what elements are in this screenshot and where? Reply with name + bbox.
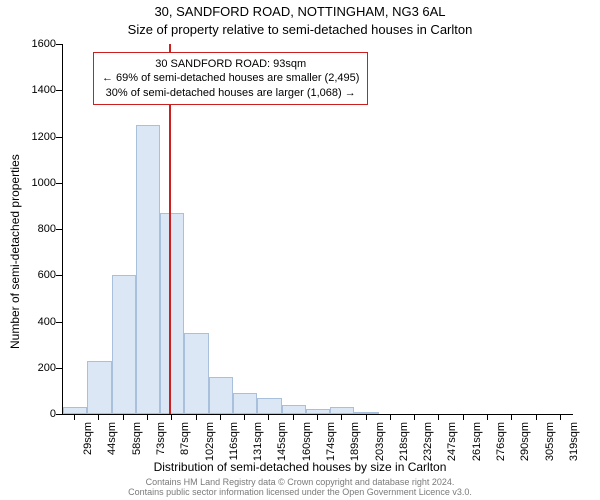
plot-area: 30 SANDFORD ROAD: 93sqm← 69% of semi-det… bbox=[62, 44, 573, 415]
x-tick-label: 102sqm bbox=[204, 422, 216, 461]
y-tick-label: 400 bbox=[38, 316, 56, 328]
y-tick bbox=[56, 44, 62, 45]
x-tick bbox=[196, 414, 197, 420]
x-tick-label: 189sqm bbox=[349, 422, 361, 461]
annotation-line: 30 SANDFORD ROAD: 93sqm bbox=[102, 57, 359, 71]
y-tick-label: 600 bbox=[38, 269, 56, 281]
histogram-bar bbox=[87, 361, 111, 414]
y-axis-title-text: Number of semi-detached properties bbox=[8, 154, 22, 349]
x-tick bbox=[438, 414, 439, 420]
y-tick bbox=[56, 368, 62, 369]
footer-line-2: Contains public sector information licen… bbox=[0, 488, 600, 498]
x-tick bbox=[341, 414, 342, 420]
x-tick bbox=[171, 414, 172, 420]
y-tick-label: 200 bbox=[38, 362, 56, 374]
histogram-bar bbox=[209, 377, 233, 414]
histogram-bar bbox=[63, 407, 87, 414]
chart-subtitle: Size of property relative to semi-detach… bbox=[0, 22, 600, 37]
x-tick bbox=[366, 414, 367, 420]
x-tick-label: 290sqm bbox=[519, 422, 531, 461]
x-tick bbox=[511, 414, 512, 420]
x-tick-label: 160sqm bbox=[301, 422, 313, 461]
x-tick bbox=[147, 414, 148, 420]
x-tick bbox=[390, 414, 391, 420]
histogram-bar bbox=[233, 393, 257, 414]
y-tick-label: 1400 bbox=[32, 84, 56, 96]
x-tick bbox=[98, 414, 99, 420]
x-tick bbox=[244, 414, 245, 420]
x-tick bbox=[317, 414, 318, 420]
histogram-bar bbox=[354, 412, 378, 414]
x-tick bbox=[220, 414, 221, 420]
x-tick-label: 131sqm bbox=[252, 422, 264, 461]
y-tick-label: 1600 bbox=[32, 38, 56, 50]
x-tick-label: 145sqm bbox=[276, 422, 288, 461]
histogram-bar bbox=[136, 125, 160, 414]
x-tick-label: 232sqm bbox=[422, 422, 434, 461]
x-tick-label: 203sqm bbox=[374, 422, 386, 461]
histogram-bar bbox=[112, 275, 136, 414]
y-tick bbox=[56, 183, 62, 184]
x-tick bbox=[268, 414, 269, 420]
x-tick-label: 87sqm bbox=[179, 422, 191, 455]
y-tick bbox=[56, 414, 62, 415]
chart-container: 30, SANDFORD ROAD, NOTTINGHAM, NG3 6AL S… bbox=[0, 0, 600, 500]
x-tick-label: 73sqm bbox=[155, 422, 167, 455]
x-tick-label: 218sqm bbox=[398, 422, 410, 461]
y-tick bbox=[56, 137, 62, 138]
histogram-bar bbox=[282, 405, 306, 414]
y-tick bbox=[56, 229, 62, 230]
x-tick bbox=[463, 414, 464, 420]
x-tick-label: 58sqm bbox=[131, 422, 143, 455]
y-axis-title: Number of semi-detached properties bbox=[8, 154, 22, 349]
x-tick bbox=[560, 414, 561, 420]
x-tick bbox=[414, 414, 415, 420]
annotation-line: ← 69% of semi-detached houses are smalle… bbox=[102, 71, 359, 85]
x-tick bbox=[487, 414, 488, 420]
x-tick-label: 247sqm bbox=[446, 422, 458, 461]
x-axis-title: Distribution of semi-detached houses by … bbox=[0, 460, 600, 474]
x-tick-label: 261sqm bbox=[471, 422, 483, 461]
y-tick-label: 0 bbox=[50, 408, 56, 420]
x-tick-label: 29sqm bbox=[82, 422, 94, 455]
x-tick-label: 276sqm bbox=[495, 422, 507, 461]
x-tick-label: 319sqm bbox=[568, 422, 580, 461]
histogram-bar bbox=[257, 398, 281, 414]
x-tick bbox=[74, 414, 75, 420]
y-tick-label: 1200 bbox=[32, 131, 56, 143]
y-tick bbox=[56, 275, 62, 276]
footer-attribution: Contains HM Land Registry data © Crown c… bbox=[0, 478, 600, 498]
x-tick-label: 116sqm bbox=[228, 422, 240, 460]
y-tick-label: 800 bbox=[38, 223, 56, 235]
annotation-line: 30% of semi-detached houses are larger (… bbox=[102, 86, 359, 100]
x-tick-label: 305sqm bbox=[544, 422, 556, 461]
chart-title: 30, SANDFORD ROAD, NOTTINGHAM, NG3 6AL bbox=[0, 4, 600, 19]
histogram-bar bbox=[160, 213, 184, 414]
x-tick-label: 44sqm bbox=[106, 422, 118, 455]
y-tick-label: 1000 bbox=[32, 177, 56, 189]
x-tick bbox=[536, 414, 537, 420]
histogram-bar bbox=[184, 333, 208, 414]
x-tick bbox=[293, 414, 294, 420]
histogram-bar bbox=[330, 407, 354, 414]
y-tick bbox=[56, 322, 62, 323]
x-tick-label: 174sqm bbox=[325, 422, 337, 461]
x-tick bbox=[123, 414, 124, 420]
y-tick bbox=[56, 90, 62, 91]
annotation-box: 30 SANDFORD ROAD: 93sqm← 69% of semi-det… bbox=[93, 52, 368, 105]
